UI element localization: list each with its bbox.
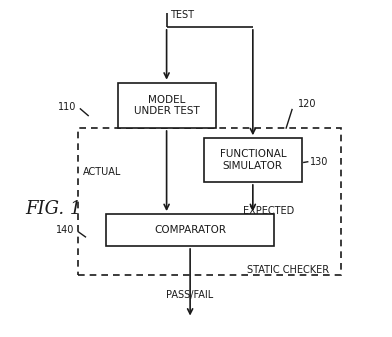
Bar <box>204 138 302 182</box>
Text: 140: 140 <box>56 225 74 235</box>
Text: FIG. 1: FIG. 1 <box>25 200 82 218</box>
Bar <box>106 214 274 246</box>
Text: 120: 120 <box>298 99 316 110</box>
Text: ACTUAL: ACTUAL <box>83 167 121 177</box>
Text: MODEL
UNDER TEST: MODEL UNDER TEST <box>134 94 200 116</box>
Text: COMPARATOR: COMPARATOR <box>154 225 226 235</box>
Text: FUNCTIONAL
SIMULATOR: FUNCTIONAL SIMULATOR <box>220 149 286 171</box>
Bar <box>118 83 216 128</box>
Text: 130: 130 <box>310 157 328 167</box>
Bar <box>78 128 341 275</box>
Text: TEST: TEST <box>171 10 194 20</box>
Text: STATIC CHECKER: STATIC CHECKER <box>247 265 329 275</box>
Text: 110: 110 <box>58 102 76 112</box>
Text: EXPECTED: EXPECTED <box>243 206 294 216</box>
Text: PASS/FAIL: PASS/FAIL <box>167 290 214 300</box>
